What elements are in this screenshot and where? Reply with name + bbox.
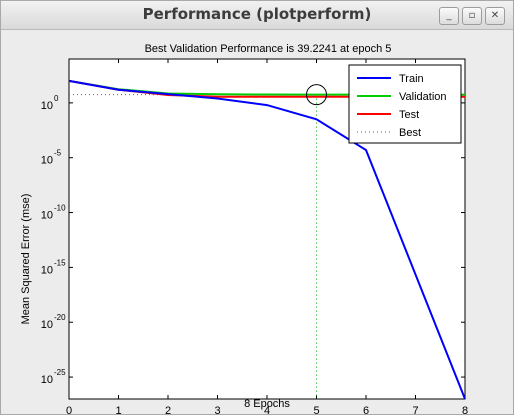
legend-label-validation: Validation <box>399 91 447 103</box>
close-button[interactable]: ✕ <box>485 7 505 25</box>
maximize-icon: ▫ <box>468 10 476 21</box>
y-tick-exponent: 0 <box>54 94 59 103</box>
y-tick-label: 10 <box>41 155 53 167</box>
x-tick-label: 6 <box>363 405 369 414</box>
y-tick-label: 10 <box>41 264 53 276</box>
x-axis-label: 8 Epochs <box>244 398 290 410</box>
x-tick-label: 5 <box>313 405 319 414</box>
performance-chart: Best Validation Performance is 39.2241 a… <box>20 43 468 414</box>
close-icon: ✕ <box>490 10 500 21</box>
y-tick-exponent: -10 <box>54 204 66 213</box>
maximize-button[interactable]: ▫ <box>462 7 482 25</box>
y-tick-exponent: -15 <box>54 258 66 267</box>
x-tick-label: 8 <box>462 405 468 414</box>
x-axis: 0 1 2 3 4 5 6 7 8 <box>66 59 468 414</box>
y-tick-exponent: -5 <box>54 149 62 158</box>
x-tick-label: 1 <box>115 405 121 414</box>
y-tick-exponent: -25 <box>54 368 66 377</box>
legend-label-test: Test <box>399 109 419 121</box>
x-tick-label: 4 <box>264 405 270 414</box>
y-axis-label: Mean Squared Error (mse) <box>20 194 32 325</box>
y-tick-label: 10 <box>41 319 53 331</box>
y-tick-label: 10 <box>41 210 53 222</box>
x-tick-label: 2 <box>165 405 171 414</box>
best-marker <box>306 84 327 106</box>
series-line-train <box>68 79 466 400</box>
title-bar[interactable]: Performance (plotperform) _ ▫ ✕ <box>1 1 513 30</box>
window-title: Performance (plotperform) <box>142 5 372 23</box>
minimize-icon: _ <box>446 10 452 21</box>
minimize-button[interactable]: _ <box>439 7 459 25</box>
legend-label-best: Best <box>399 127 421 139</box>
chart-title: Best Validation Performance is 39.2241 a… <box>145 43 392 55</box>
x-tick-label: 3 <box>214 405 220 414</box>
legend-label-train: Train <box>399 73 424 85</box>
legend: Train Validation Test Best <box>348 64 462 144</box>
x-tick-label: 7 <box>412 405 418 414</box>
y-tick-exponent: -20 <box>54 313 66 322</box>
y-tick-label: 10 <box>41 100 53 112</box>
y-tick-label: 10 <box>41 374 53 386</box>
x-tick-label: 0 <box>66 405 72 414</box>
